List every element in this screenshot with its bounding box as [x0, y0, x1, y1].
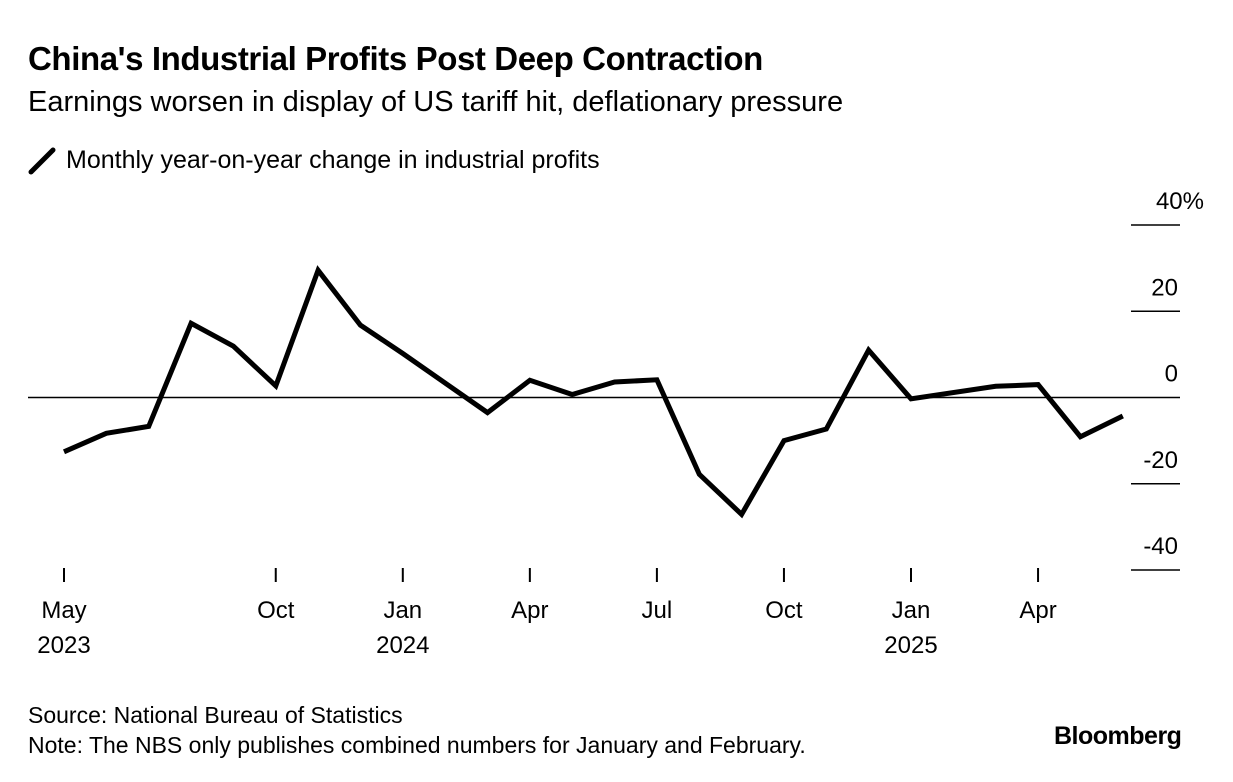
- x-tick-year-label: 2024: [376, 632, 429, 659]
- y-tick-label: 40%: [1156, 188, 1204, 215]
- y-tick-label: 0: [1165, 361, 1178, 388]
- y-tick-label: -40: [1143, 533, 1178, 560]
- x-tick-label: Jul: [642, 597, 673, 624]
- chart-title: China's Industrial Profits Post Deep Con…: [28, 40, 763, 77]
- y-tick-label: 20: [1151, 274, 1178, 301]
- y-tick-label: -20: [1143, 447, 1178, 474]
- series-layer: [62, 265, 1124, 519]
- x-axis: May 2023 Oct Jan 2024 Apr Jul Oct Jan 2025 Apr: [37, 568, 1057, 659]
- bloomberg-logo: Bloomberg: [1054, 722, 1182, 750]
- legend-label: Monthly year-on-year change in industria…: [66, 146, 600, 174]
- line-segment-icon: [28, 147, 56, 174]
- x-tick-label: Jan: [892, 597, 931, 624]
- x-tick-label: Oct: [257, 597, 295, 624]
- x-tick-year-label: 2025: [884, 632, 937, 659]
- legend: Monthly year-on-year change in industria…: [28, 146, 600, 175]
- note-text: Note: The NBS only publishes combined nu…: [28, 732, 806, 758]
- x-tick-year-label: 2023: [37, 632, 90, 659]
- x-tick-label: Oct: [765, 597, 803, 624]
- source-text: Source: National Bureau of Statistics: [28, 702, 403, 728]
- series-line: [62, 265, 1124, 519]
- chart-subtitle: Earnings worsen in display of US tariff …: [28, 86, 844, 118]
- x-tick-label: Apr: [1019, 597, 1056, 624]
- footer-notes: Source: National Bureau of Statistics No…: [28, 700, 806, 760]
- x-tick-label: May: [41, 597, 86, 624]
- x-tick-label: Jan: [383, 597, 422, 624]
- x-tick-label: Apr: [511, 597, 548, 624]
- y-axis-ticks: 40% 20 0 -20 -40: [1131, 188, 1204, 571]
